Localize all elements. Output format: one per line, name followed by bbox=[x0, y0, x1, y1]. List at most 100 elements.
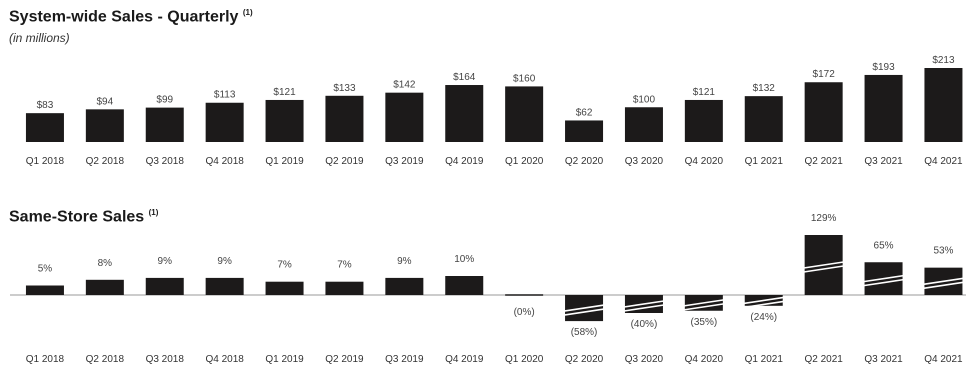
sales-data-label: $164 bbox=[453, 72, 476, 83]
sss-data-label: 7% bbox=[277, 260, 292, 271]
sales-data-label: $160 bbox=[513, 73, 536, 84]
sales-bar bbox=[744, 96, 783, 142]
sales-x-tick-label: Q2 2020 bbox=[565, 156, 604, 167]
sales-bar bbox=[85, 109, 124, 142]
sss-bar bbox=[85, 279, 124, 295]
sales-data-label: $213 bbox=[932, 55, 955, 66]
sales-x-tick-label: Q3 2018 bbox=[146, 156, 185, 167]
sss-axis-break-mark bbox=[803, 265, 844, 273]
sales-x-tick-label: Q2 2021 bbox=[804, 156, 843, 167]
sss-bar bbox=[445, 276, 484, 295]
sales-data-label: $133 bbox=[333, 83, 356, 94]
sales-data-label: $121 bbox=[273, 87, 296, 98]
sss-data-label: (0%) bbox=[514, 307, 535, 318]
sales-bar bbox=[505, 86, 544, 142]
sss-axis-break-mark bbox=[803, 261, 844, 269]
sales-x-tick-label: Q1 2020 bbox=[505, 156, 544, 167]
sales-x-tick-label: Q2 2018 bbox=[86, 156, 125, 167]
sss-x-tick-label: Q2 2019 bbox=[325, 354, 364, 365]
sss-bar bbox=[25, 285, 64, 295]
sss-data-label: 9% bbox=[158, 256, 173, 267]
sales-x-tick-label: Q2 2019 bbox=[325, 156, 364, 167]
sales-bar bbox=[804, 82, 843, 142]
sss-x-tick-label: Q4 2018 bbox=[205, 354, 244, 365]
sss-axis-break-mark bbox=[683, 303, 724, 311]
sales-x-tick-label: Q1 2019 bbox=[265, 156, 304, 167]
sss-x-tick-label: Q2 2021 bbox=[804, 354, 843, 365]
sales-x-tick-label: Q4 2020 bbox=[685, 156, 724, 167]
sales-bar bbox=[25, 113, 64, 142]
sales-data-label: $94 bbox=[97, 96, 114, 107]
sss-axis-break-mark bbox=[743, 296, 784, 305]
sss-x-tick-label: Q4 2020 bbox=[685, 354, 724, 365]
sss-axis-break-mark bbox=[923, 277, 964, 286]
sales-x-tick-label: Q3 2021 bbox=[864, 156, 903, 167]
sss-data-label: 53% bbox=[933, 246, 953, 257]
sss-data-label: 65% bbox=[874, 240, 894, 251]
sales-bar bbox=[145, 107, 184, 142]
sales-data-label: $132 bbox=[753, 83, 776, 94]
sales-bar bbox=[325, 95, 364, 142]
sales-data-label: $172 bbox=[813, 69, 836, 80]
sss-x-tick-label: Q3 2019 bbox=[385, 354, 424, 365]
sss-data-label: 5% bbox=[38, 264, 53, 275]
sales-bar bbox=[624, 107, 663, 142]
sss-data-label: (35%) bbox=[691, 317, 718, 328]
sales-x-tick-label: Q3 2020 bbox=[625, 156, 664, 167]
sss-axis-break-mark bbox=[683, 299, 724, 307]
sales-bar bbox=[445, 85, 484, 142]
sss-axis-break-mark bbox=[743, 300, 784, 309]
sales-data-label: $113 bbox=[214, 90, 236, 101]
sss-data-label: (58%) bbox=[571, 327, 598, 338]
sales-data-label: $193 bbox=[872, 62, 895, 73]
sss-bar bbox=[325, 281, 364, 295]
sss-chart-title: Same-Store Sales (1) bbox=[9, 208, 159, 226]
sss-x-tick-label: Q2 2018 bbox=[86, 354, 125, 365]
sss-bar bbox=[145, 277, 184, 295]
sss-x-tick-label: Q1 2021 bbox=[745, 354, 784, 365]
sss-x-tick-label: Q3 2018 bbox=[146, 354, 185, 365]
sss-axis-break-mark bbox=[563, 308, 605, 316]
sss-x-tick-label: Q1 2018 bbox=[26, 354, 65, 365]
sss-bar bbox=[205, 277, 244, 295]
sales-data-label: $121 bbox=[693, 87, 716, 98]
sss-axis-break-mark bbox=[863, 278, 904, 287]
sss-data-label: (40%) bbox=[631, 319, 658, 330]
sss-bar bbox=[385, 277, 424, 295]
sss-data-label: (24%) bbox=[750, 312, 777, 323]
sss-data-label: 9% bbox=[397, 256, 412, 267]
sss-data-label: 8% bbox=[98, 258, 113, 269]
sss-x-tick-label: Q3 2020 bbox=[625, 354, 664, 365]
sales-x-tick-label: Q4 2018 bbox=[205, 156, 244, 167]
sales-data-label: $99 bbox=[156, 95, 173, 106]
sales-data-label: $62 bbox=[576, 107, 593, 118]
sss-x-tick-label: Q3 2021 bbox=[864, 354, 903, 365]
sales-data-label: $83 bbox=[37, 100, 54, 111]
sales-x-tick-label: Q1 2018 bbox=[26, 156, 65, 167]
sss-axis-break-mark bbox=[923, 281, 964, 290]
sss-title-footnote: (1) bbox=[148, 208, 159, 217]
sales-x-tick-label: Q4 2019 bbox=[445, 156, 484, 167]
sales-bar bbox=[565, 120, 604, 142]
sales-data-label: $100 bbox=[633, 94, 656, 105]
sales-data-label: $142 bbox=[393, 80, 416, 91]
sss-x-tick-label: Q4 2021 bbox=[924, 354, 963, 365]
sss-axis-break-mark bbox=[623, 300, 665, 308]
sales-title-footnote: (1) bbox=[242, 8, 253, 17]
sales-x-tick-label: Q3 2019 bbox=[385, 156, 424, 167]
sss-bar bbox=[505, 294, 544, 296]
sss-axis-break-mark bbox=[863, 274, 904, 283]
sss-x-tick-label: Q2 2020 bbox=[565, 354, 604, 365]
sss-x-tick-label: Q1 2020 bbox=[505, 354, 544, 365]
sales-bar bbox=[265, 99, 304, 142]
sss-data-label: 7% bbox=[337, 260, 352, 271]
sss-x-tick-label: Q1 2019 bbox=[265, 354, 304, 365]
sales-bar bbox=[205, 102, 244, 142]
sales-bar bbox=[864, 74, 903, 142]
sss-data-label: 129% bbox=[811, 213, 837, 224]
sales-bar bbox=[385, 92, 424, 142]
sales-chart-subtitle: (in millions) bbox=[9, 31, 70, 45]
sss-data-label: 9% bbox=[217, 256, 232, 267]
